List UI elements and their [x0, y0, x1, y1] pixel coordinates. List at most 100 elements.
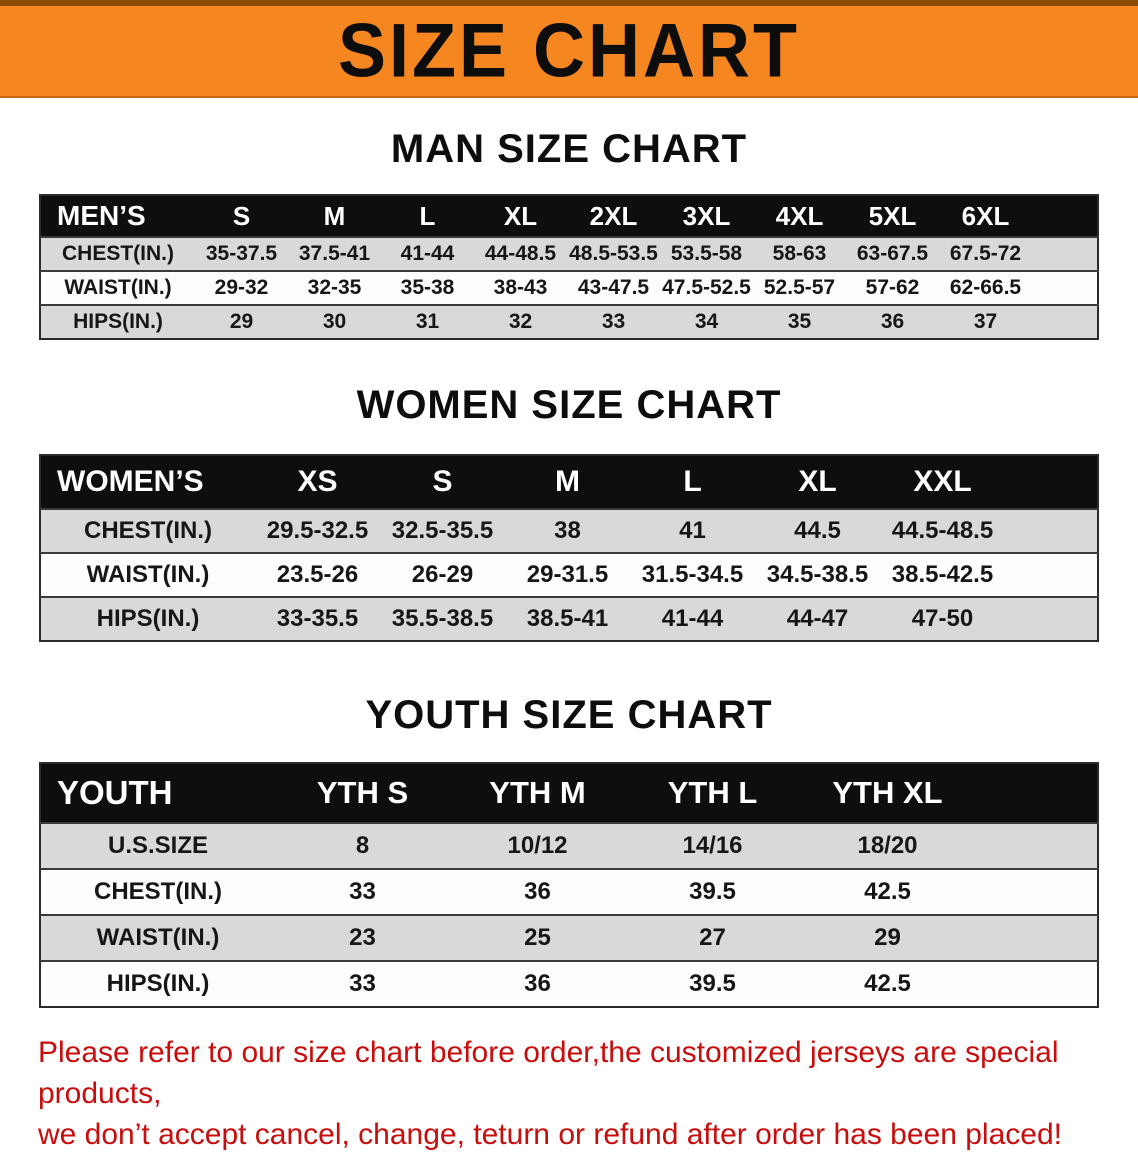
- disclaimer: Please refer to our size chart before or…: [38, 1032, 1100, 1155]
- value-cell: 47-50: [880, 596, 1005, 641]
- value-cell: 48.5-53.5: [567, 236, 660, 271]
- value-cell: 27: [625, 914, 800, 961]
- value-cell: 8: [275, 822, 450, 869]
- table-row: WAIST(IN.) 23.5-26 26-29 29-31.5 31.5-34…: [40, 552, 1098, 597]
- spacer-cell: [975, 763, 1098, 823]
- value-cell: 14/16: [625, 822, 800, 869]
- value-cell: 33-35.5: [255, 596, 380, 641]
- value-cell: 23: [275, 914, 450, 961]
- value-cell: 44.5-48.5: [880, 508, 1005, 553]
- value-cell: 43-47.5: [567, 270, 660, 305]
- value-cell: 29: [195, 304, 288, 339]
- table-row: WAIST(IN.) 29-32 32-35 35-38 38-43 43-47…: [40, 270, 1098, 305]
- table-row: HIPS(IN.) 29 30 31 32 33 34 35 36 37: [40, 304, 1098, 339]
- value-cell: 47.5-52.5: [660, 270, 753, 305]
- row-label-cell: WAIST(IN.): [40, 270, 195, 305]
- spacer-cell: [1032, 304, 1098, 339]
- value-cell: 38: [505, 508, 630, 553]
- value-cell: 34: [660, 304, 753, 339]
- table-title-cell: WOMEN’S: [40, 455, 255, 509]
- table-row: U.S.SIZE 8 10/12 14/16 18/20: [40, 822, 1098, 869]
- value-cell: 63-67.5: [846, 236, 939, 271]
- value-cell: 32.5-35.5: [380, 508, 505, 553]
- value-cell: 41-44: [381, 236, 474, 271]
- table-row: WAIST(IN.) 23 25 27 29: [40, 914, 1098, 961]
- value-cell: 62-66.5: [939, 270, 1032, 305]
- value-cell: 44.5: [755, 508, 880, 553]
- value-cell: 32: [474, 304, 567, 339]
- size-header-cell: 3XL: [660, 195, 753, 237]
- size-header-cell: M: [288, 195, 381, 237]
- page-title: SIZE CHART: [338, 8, 800, 94]
- value-cell: 36: [846, 304, 939, 339]
- value-cell: 39.5: [625, 868, 800, 915]
- size-header-cell: S: [380, 455, 505, 509]
- table-row: CHEST(IN.) 29.5-32.5 32.5-35.5 38 41 44.…: [40, 508, 1098, 553]
- table-header-row: WOMEN’S XS S M L XL XXL: [40, 455, 1098, 509]
- table-row: HIPS(IN.) 33-35.5 35.5-38.5 38.5-41 41-4…: [40, 596, 1098, 641]
- size-header-cell: L: [381, 195, 474, 237]
- value-cell: 29-32: [195, 270, 288, 305]
- womens-size-table: WOMEN’S XS S M L XL XXL CHEST(IN.) 29.5-…: [39, 454, 1099, 642]
- value-cell: 41-44: [630, 596, 755, 641]
- value-cell: 29.5-32.5: [255, 508, 380, 553]
- section-heading-men: MAN SIZE CHART: [390, 127, 748, 171]
- row-label-cell: U.S.SIZE: [40, 822, 275, 869]
- spacer-cell: [1032, 270, 1098, 305]
- size-header-cell: L: [630, 455, 755, 509]
- table-title-cell: YOUTH: [40, 763, 275, 823]
- size-header-cell: 4XL: [753, 195, 846, 237]
- row-label-cell: HIPS(IN.): [40, 960, 275, 1007]
- value-cell: 42.5: [800, 960, 975, 1007]
- spacer-cell: [1032, 236, 1098, 271]
- value-cell: 44-48.5: [474, 236, 567, 271]
- value-cell: 34.5-38.5: [755, 552, 880, 597]
- value-cell: 41: [630, 508, 755, 553]
- size-header-cell: XL: [755, 455, 880, 509]
- value-cell: 38.5-42.5: [880, 552, 1005, 597]
- value-cell: 38.5-41: [505, 596, 630, 641]
- value-cell: 67.5-72: [939, 236, 1032, 271]
- size-header-cell: YTH M: [450, 763, 625, 823]
- value-cell: 33: [567, 304, 660, 339]
- value-cell: 35.5-38.5: [380, 596, 505, 641]
- value-cell: 35: [753, 304, 846, 339]
- spacer-cell: [1005, 508, 1098, 553]
- value-cell: 25: [450, 914, 625, 961]
- section-heading-youth: YOUTH SIZE CHART: [365, 693, 773, 737]
- value-cell: 23.5-26: [255, 552, 380, 597]
- spacer-cell: [975, 868, 1098, 915]
- banner: SIZE CHART: [0, 0, 1138, 98]
- spacer-cell: [1032, 195, 1098, 237]
- table-header-row: MEN’S S M L XL 2XL 3XL 4XL 5XL 6XL: [40, 195, 1098, 237]
- value-cell: 33: [275, 960, 450, 1007]
- size-header-cell: 2XL: [567, 195, 660, 237]
- row-label-cell: CHEST(IN.): [40, 868, 275, 915]
- mens-size-table: MEN’S S M L XL 2XL 3XL 4XL 5XL 6XL CHEST…: [39, 194, 1099, 340]
- row-label-cell: WAIST(IN.): [40, 914, 275, 961]
- value-cell: 37.5-41: [288, 236, 381, 271]
- size-header-cell: YTH L: [625, 763, 800, 823]
- disclaimer-line: Please refer to our size chart before or…: [38, 1036, 1059, 1110]
- size-header-cell: XL: [474, 195, 567, 237]
- size-header-cell: 6XL: [939, 195, 1032, 237]
- spacer-cell: [975, 914, 1098, 961]
- value-cell: 52.5-57: [753, 270, 846, 305]
- spacer-cell: [1005, 552, 1098, 597]
- spacer-cell: [975, 822, 1098, 869]
- spacer-cell: [1005, 596, 1098, 641]
- row-label-cell: CHEST(IN.): [40, 236, 195, 271]
- table-row: CHEST(IN.) 35-37.5 37.5-41 41-44 44-48.5…: [40, 236, 1098, 271]
- value-cell: 35-38: [381, 270, 474, 305]
- value-cell: 39.5: [625, 960, 800, 1007]
- table-row: HIPS(IN.) 33 36 39.5 42.5: [40, 960, 1098, 1007]
- value-cell: 18/20: [800, 822, 975, 869]
- value-cell: 58-63: [753, 236, 846, 271]
- disclaimer-line: we don’t accept cancel, change, teturn o…: [38, 1118, 1062, 1151]
- size-header-cell: YTH S: [275, 763, 450, 823]
- value-cell: 31: [381, 304, 474, 339]
- value-cell: 30: [288, 304, 381, 339]
- row-label-cell: HIPS(IN.): [40, 596, 255, 641]
- value-cell: 57-62: [846, 270, 939, 305]
- size-header-cell: M: [505, 455, 630, 509]
